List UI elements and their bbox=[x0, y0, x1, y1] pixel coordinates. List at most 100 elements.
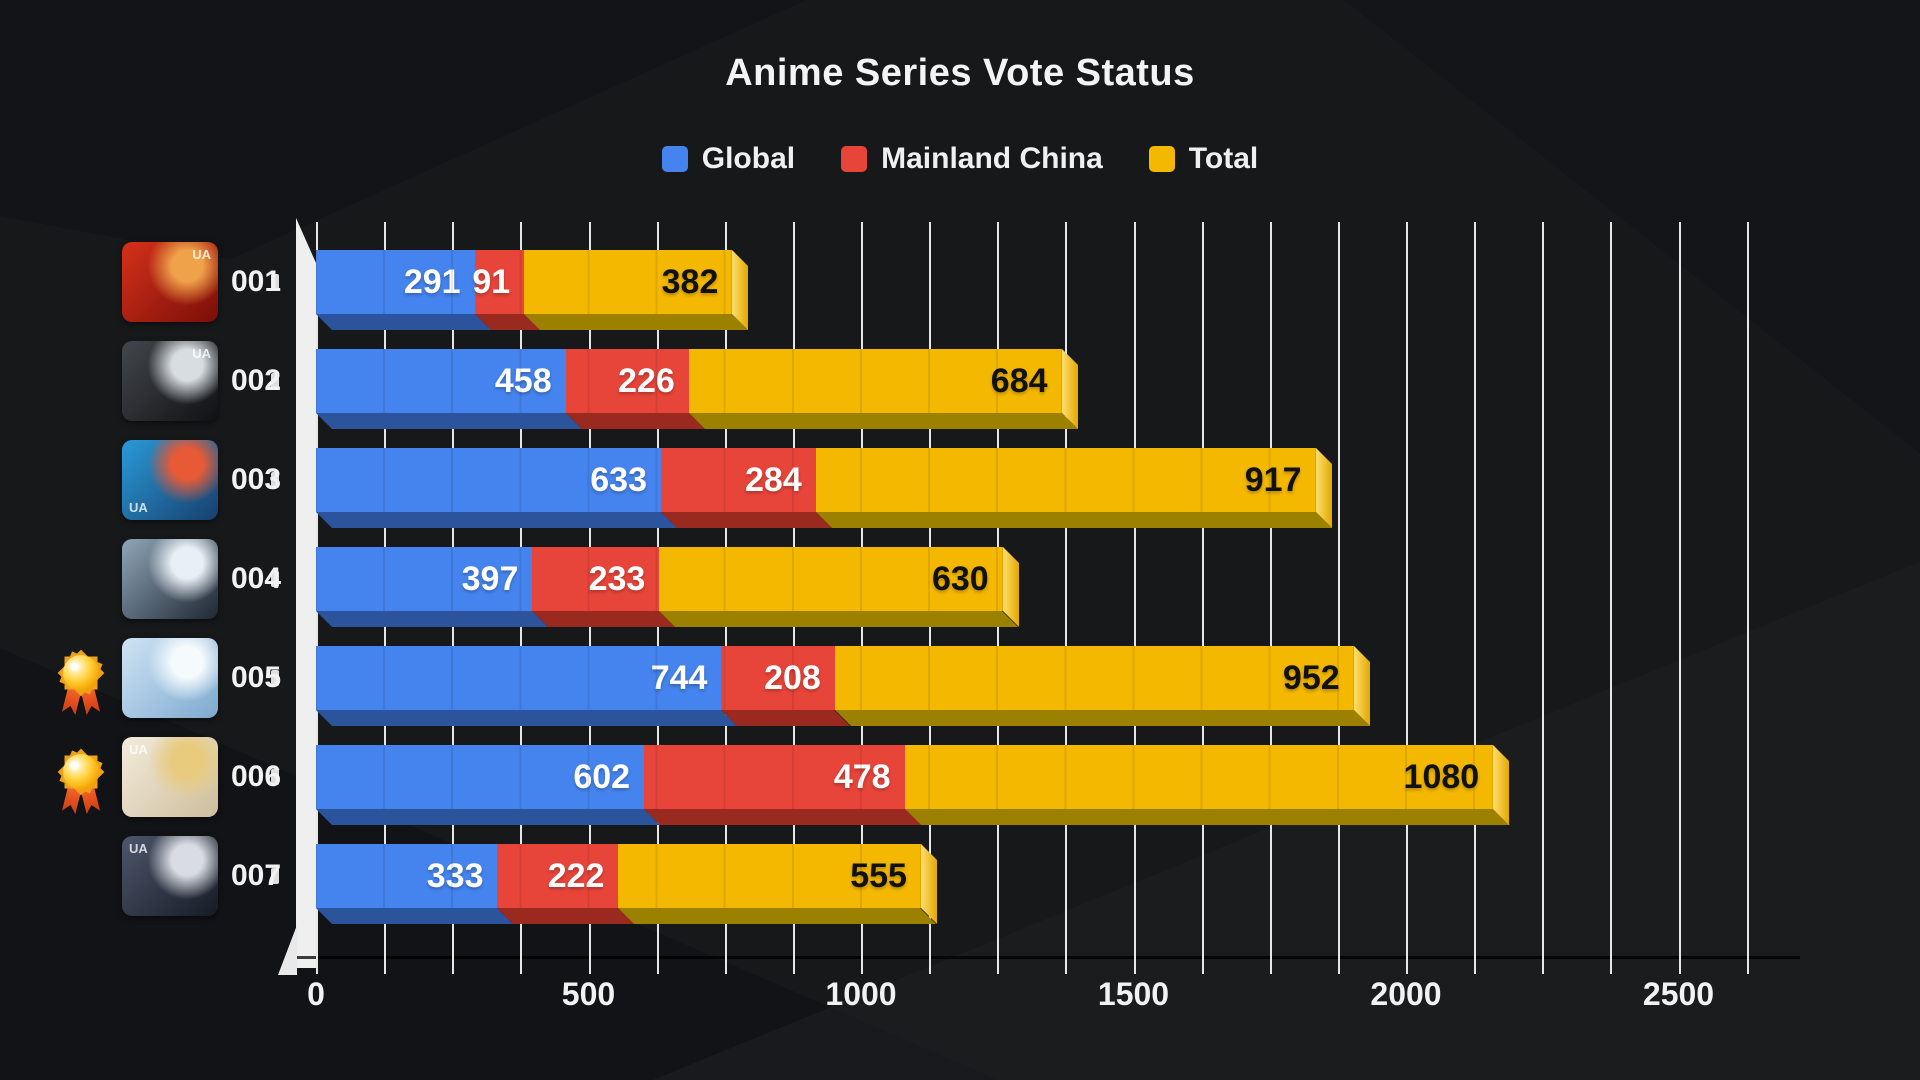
bar-segment-mainland-china: 226 bbox=[565, 349, 689, 413]
thumbnail-image: UA bbox=[122, 737, 218, 817]
bar-row: 744 208 952 bbox=[316, 646, 1370, 726]
category-label: 002 bbox=[230, 364, 282, 397]
bar-value-label: 382 bbox=[661, 262, 719, 301]
thumbnail-image: UA bbox=[122, 341, 218, 421]
bar-bevel bbox=[316, 809, 661, 825]
bar-bevel bbox=[316, 413, 582, 429]
legend-item: Mainland China bbox=[841, 142, 1103, 176]
bar-bevel bbox=[316, 314, 491, 330]
category-label: 003 bbox=[230, 463, 282, 496]
gridline bbox=[1542, 222, 1545, 974]
bar-value-label: 602 bbox=[573, 757, 631, 796]
bar-bevel bbox=[721, 710, 851, 726]
gridline bbox=[1610, 222, 1613, 974]
bar-bevel bbox=[497, 908, 635, 924]
thumbnail-image: UA bbox=[122, 836, 218, 916]
thumbnail-image: UA bbox=[122, 440, 218, 520]
bar-value-label: 458 bbox=[494, 361, 552, 400]
medal-disc bbox=[63, 754, 99, 790]
bar-row: 333 222 555 bbox=[316, 844, 937, 924]
bar-row: 602 478 1080 bbox=[316, 745, 1510, 825]
bar-value-label: 478 bbox=[833, 757, 891, 796]
bar-bevel bbox=[688, 413, 1078, 429]
bar-bevel bbox=[532, 611, 676, 627]
bar-bevel bbox=[618, 908, 937, 924]
bar-bevel bbox=[644, 809, 921, 825]
bar-segment-mainland-china: 91 bbox=[472, 250, 525, 314]
medal-shine bbox=[70, 662, 79, 671]
chart-title: Anime Series Vote Status bbox=[725, 52, 1195, 94]
chart-legend: Global Mainland China Total bbox=[0, 142, 1920, 176]
bar-segment-global: 397 bbox=[316, 547, 533, 611]
bar-segment-total: 684 bbox=[688, 349, 1062, 413]
gridline bbox=[1678, 222, 1681, 974]
bar-value-label: 333 bbox=[426, 856, 484, 895]
bar-bevel bbox=[316, 908, 514, 924]
bar-value-label: 222 bbox=[547, 856, 605, 895]
legend-item: Global bbox=[661, 142, 796, 176]
legend-label: Global bbox=[701, 142, 796, 175]
category-label: 006 bbox=[230, 760, 282, 793]
gridline bbox=[1337, 222, 1340, 974]
x-tick-label: 0 bbox=[307, 976, 325, 1012]
bar-value-label: 684 bbox=[990, 361, 1048, 400]
gridline bbox=[1133, 222, 1136, 974]
gridline bbox=[1406, 222, 1408, 974]
bar-segment-global: 744 bbox=[316, 646, 722, 710]
bar-value-label: 917 bbox=[1244, 460, 1302, 499]
category-tick bbox=[271, 274, 279, 290]
x-tick-label: 2000 bbox=[1370, 976, 1442, 1012]
bar-value-label: 233 bbox=[588, 559, 646, 598]
bar-segment-global: 291 bbox=[316, 250, 475, 314]
bar-value-label: 226 bbox=[618, 361, 675, 400]
thumbnail-logo-icon: UA bbox=[192, 346, 211, 361]
bar-row: 291 91 382 bbox=[316, 250, 749, 330]
bar-segment-total: 952 bbox=[834, 646, 1354, 710]
legend-swatch-0 bbox=[661, 146, 688, 172]
bar-row: 633 284 917 bbox=[316, 448, 1332, 528]
bar-segment-mainland-china: 284 bbox=[660, 448, 816, 512]
bar-bevel bbox=[316, 512, 677, 528]
bar-segment-total: 917 bbox=[815, 448, 1316, 512]
gold-medal-icon bbox=[57, 748, 105, 813]
bar-row: 397 233 630 bbox=[316, 547, 1019, 627]
bar-segment-total: 555 bbox=[618, 844, 921, 908]
bar-value-label: 397 bbox=[461, 559, 519, 598]
bar-bevel bbox=[316, 710, 738, 726]
gridline bbox=[1474, 222, 1477, 974]
bar-bevel bbox=[904, 809, 1510, 825]
legend-swatch-2 bbox=[1148, 146, 1175, 172]
bar-row: 458 226 684 bbox=[316, 349, 1078, 429]
bar-bevel bbox=[316, 611, 549, 627]
legend-item: Total bbox=[1148, 142, 1258, 176]
bar-segment-total: 630 bbox=[659, 547, 1003, 611]
bar-segment-global: 602 bbox=[316, 745, 645, 809]
bar-segment-global: 333 bbox=[316, 844, 498, 908]
bar-segment-total: 382 bbox=[524, 250, 733, 314]
bar-value-label: 952 bbox=[1282, 658, 1340, 697]
bar-bevel bbox=[659, 611, 1019, 627]
thumbnail-image bbox=[122, 638, 218, 718]
x-tick-label: 1000 bbox=[825, 976, 897, 1012]
category-label: 005 bbox=[230, 661, 282, 694]
x-tick-label: 2500 bbox=[1642, 976, 1715, 1012]
bar-value-label: 291 bbox=[403, 262, 461, 301]
bar-value-label: 633 bbox=[590, 460, 647, 499]
thumbnail-image: UA bbox=[122, 242, 218, 322]
x-tick-label: 500 bbox=[561, 976, 616, 1012]
bar-value-label: 91 bbox=[472, 262, 511, 301]
bar-value-label: 1080 bbox=[1403, 757, 1480, 796]
bar-value-label: 630 bbox=[931, 559, 989, 598]
bar-value-label: 284 bbox=[745, 460, 802, 499]
bar-segment-global: 633 bbox=[316, 448, 661, 512]
bar-segment-mainland-china: 233 bbox=[532, 547, 660, 611]
bar-segment-total: 1080 bbox=[904, 745, 1494, 809]
thumbnail-logo-icon: UA bbox=[129, 841, 148, 856]
category-label: 004 bbox=[230, 562, 282, 595]
bar-segment-global: 458 bbox=[316, 349, 566, 413]
bar-bevel bbox=[524, 314, 749, 330]
bar-value-label: 555 bbox=[850, 856, 907, 895]
bar-bevel bbox=[815, 512, 1332, 528]
